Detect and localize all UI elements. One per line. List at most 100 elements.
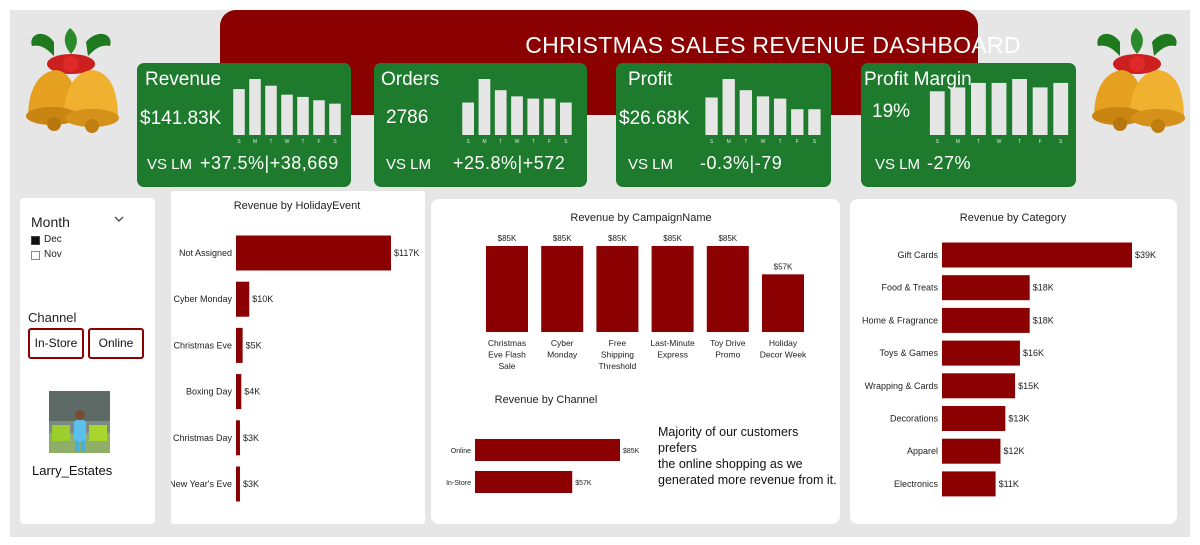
kpi-value: $141.83K: [140, 108, 222, 129]
bar[interactable]: [762, 274, 804, 332]
bar[interactable]: [942, 275, 1030, 301]
bar[interactable]: [942, 471, 996, 497]
category-label: Food & Treats: [881, 283, 938, 293]
kpi-mini-bar: [233, 89, 245, 135]
bar[interactable]: [236, 374, 242, 410]
kpi-weekday-label: S: [936, 139, 940, 145]
kpi-weekday-label: T: [301, 139, 304, 145]
kpi-weekday-label: S: [237, 139, 241, 145]
bar[interactable]: [942, 438, 1001, 464]
category-label: Apparel: [907, 446, 938, 456]
category-label: Online: [451, 448, 471, 455]
kpi-weekday-label: F: [796, 139, 799, 145]
data-label: $85K: [718, 234, 737, 243]
bar[interactable]: [236, 235, 391, 271]
data-label: $85K: [553, 234, 572, 243]
kpi-mini-bar: [511, 96, 523, 135]
category-label: Home & Fragrance: [862, 315, 938, 325]
bar[interactable]: [236, 420, 240, 456]
kpi-title: Orders: [381, 69, 440, 90]
data-label: $10K: [252, 294, 273, 304]
channel-slicer-label: Channel: [28, 310, 77, 325]
bar[interactable]: [541, 246, 584, 332]
kpi-value: 19%: [872, 101, 911, 122]
kpi-mini-bar: [1032, 87, 1048, 135]
category-label: Wrapping & Cards: [865, 381, 939, 391]
bar[interactable]: [475, 439, 620, 461]
kpi-weekday-label: T: [269, 139, 272, 145]
category-panel: Revenue by Category Gift Cards $39K Food &…: [850, 199, 1177, 524]
data-label: $85K: [623, 448, 640, 455]
dashboard-title: CHRISTMAS SALES REVENUE DASHBOARD: [525, 32, 1021, 58]
category-label: Gift Cards: [897, 250, 938, 260]
kpi-card-revenue: Revenue $141.83K S M T W T F S VS LM +37.5%|+3…: [137, 63, 351, 187]
data-label: $13K: [1008, 414, 1029, 424]
category-label: Toy Drive Promo: [710, 338, 746, 360]
category-chart: Revenue by Category Gift Cards $39K Food &…: [862, 212, 1156, 497]
month-option-nov[interactable]: Nov: [31, 249, 91, 263]
kpi-mini-bar: [705, 97, 718, 135]
user-name: Larry_Estates: [32, 463, 113, 478]
month-option-label: Nov: [44, 249, 62, 260]
bar[interactable]: [236, 327, 243, 363]
data-label: $16K: [1023, 348, 1044, 358]
bar[interactable]: [942, 406, 1006, 431]
kpi-mini-bar: [478, 79, 491, 135]
category-label: Cyber Monday: [173, 294, 232, 304]
kpi-weekday-label: T: [779, 139, 782, 145]
kpi-weekday-label: T: [744, 139, 747, 145]
bar[interactable]: [486, 246, 528, 332]
bar[interactable]: [596, 246, 639, 332]
kpi-mini-bar: [950, 87, 966, 135]
kpi-value: 2786: [386, 107, 429, 128]
channel-chart: Revenue by Channel Online $85K In-Store $57…: [446, 394, 640, 493]
category-label: Cyber Monday: [547, 338, 578, 360]
insight-line: Majority of our customers prefers: [658, 425, 799, 455]
bar[interactable]: [942, 373, 1016, 399]
bar[interactable]: [942, 340, 1020, 366]
data-label: $3K: [243, 433, 259, 443]
data-label: $15K: [1018, 381, 1039, 391]
kpi-title: Profit: [628, 69, 673, 90]
data-label: $57K: [575, 480, 592, 487]
kpi-card-profit-margin: Profit Margin 19% S M T W T F S VS LM -27%: [861, 63, 1076, 187]
bar[interactable]: [236, 281, 250, 317]
kpi-weekday-label: M: [253, 139, 257, 145]
data-label: $4K: [244, 387, 260, 397]
bar[interactable]: [942, 307, 1030, 333]
kpi-mini-bar: [756, 96, 770, 135]
bar[interactable]: [706, 246, 749, 332]
kpi-card-orders: Orders 2786 S M T W T F S VS LM +25.8%|+572: [374, 63, 587, 187]
bar[interactable]: [236, 466, 240, 502]
holiday-event-chart: Revenue by HolidayEvent Not Assigned $117…: [171, 200, 419, 502]
kpi-weekday-label: F: [1039, 139, 1042, 145]
kpi-title: Revenue: [145, 69, 222, 90]
kpi-mini-bar: [297, 96, 309, 135]
month-slicer-label: Month: [31, 214, 70, 230]
bar[interactable]: [942, 242, 1132, 268]
category-label: Boxing Day: [186, 387, 233, 397]
kpi-mini-bar: [739, 90, 753, 135]
kpi-mini-bar: [1012, 79, 1027, 135]
kpi-title: Profit Margin: [864, 69, 972, 90]
month-option-dec[interactable]: Dec: [31, 234, 91, 248]
chart-title: Revenue by Channel: [495, 394, 598, 406]
kpi-mini-bar: [462, 102, 475, 135]
bar[interactable]: [475, 471, 573, 493]
month-dropdown-chevron-icon[interactable]: [113, 212, 125, 224]
data-label: $39K: [1135, 250, 1156, 260]
checkbox-unchecked-icon: [31, 251, 40, 260]
kpi-weekday-label: T: [977, 139, 980, 145]
channel-button-online[interactable]: Online: [88, 328, 144, 359]
category-label: Holiday Decor Week: [760, 338, 807, 360]
bar[interactable]: [651, 246, 694, 332]
channel-button-in-store[interactable]: In-Store: [28, 328, 84, 359]
kpi-mini-bar: [329, 103, 341, 135]
kpi-vs-label: VS LM: [628, 156, 674, 173]
kpi-weekday-label: T: [532, 139, 535, 145]
kpi-mini-bar: [971, 82, 986, 135]
kpi-delta: -0.3%|-79: [700, 153, 783, 173]
kpi-weekday-label: F: [317, 139, 320, 145]
